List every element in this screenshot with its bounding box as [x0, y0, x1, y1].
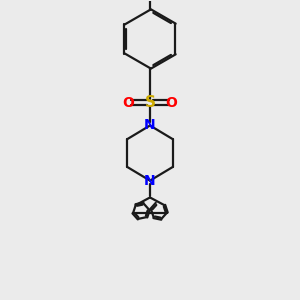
Text: O: O: [166, 95, 177, 110]
Text: S: S: [145, 95, 155, 110]
Text: N: N: [144, 174, 156, 188]
Text: O: O: [123, 95, 134, 110]
Text: N: N: [144, 118, 156, 133]
